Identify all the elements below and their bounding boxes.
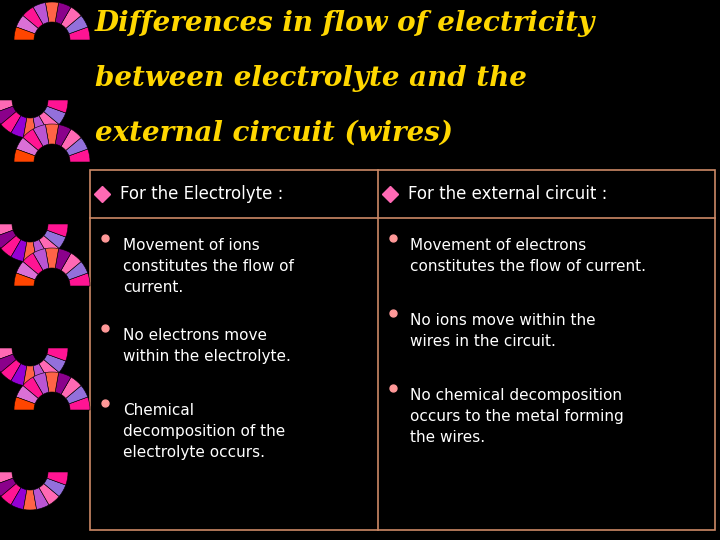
Wedge shape: [44, 354, 66, 373]
Wedge shape: [24, 366, 37, 386]
Text: No chemical decomposition
occurs to the metal forming
the wires.: No chemical decomposition occurs to the …: [410, 388, 624, 445]
Wedge shape: [45, 2, 58, 22]
Wedge shape: [14, 27, 35, 40]
Wedge shape: [14, 397, 35, 410]
Wedge shape: [69, 273, 90, 286]
Wedge shape: [11, 240, 27, 261]
Wedge shape: [24, 118, 37, 138]
Wedge shape: [33, 248, 49, 271]
Wedge shape: [47, 472, 68, 485]
Wedge shape: [1, 112, 21, 133]
Wedge shape: [69, 149, 90, 162]
Wedge shape: [45, 372, 58, 392]
Wedge shape: [1, 360, 21, 381]
Text: Movement of ions
constitutes the flow of
current.: Movement of ions constitutes the flow of…: [123, 238, 294, 295]
Wedge shape: [33, 3, 49, 24]
Wedge shape: [66, 261, 88, 280]
Wedge shape: [66, 386, 88, 404]
Wedge shape: [44, 230, 66, 248]
Wedge shape: [33, 125, 49, 146]
Wedge shape: [23, 129, 43, 151]
Wedge shape: [45, 248, 58, 268]
Wedge shape: [11, 116, 27, 137]
Wedge shape: [55, 248, 71, 271]
Wedge shape: [39, 112, 59, 133]
Wedge shape: [47, 100, 68, 113]
Wedge shape: [23, 7, 43, 29]
Text: For the external circuit :: For the external circuit :: [408, 185, 607, 203]
Wedge shape: [69, 27, 90, 40]
Wedge shape: [55, 3, 71, 24]
Wedge shape: [61, 377, 81, 399]
Wedge shape: [33, 488, 49, 509]
Wedge shape: [69, 397, 90, 410]
Wedge shape: [44, 478, 66, 496]
Wedge shape: [39, 360, 59, 381]
Wedge shape: [33, 373, 49, 394]
Wedge shape: [14, 273, 35, 286]
Wedge shape: [14, 149, 35, 162]
Wedge shape: [23, 253, 43, 274]
Wedge shape: [1, 235, 21, 257]
Bar: [90, 170, 715, 530]
Wedge shape: [0, 100, 13, 113]
Wedge shape: [0, 472, 13, 485]
Wedge shape: [33, 363, 49, 386]
Wedge shape: [61, 253, 81, 274]
Wedge shape: [23, 377, 43, 399]
Wedge shape: [0, 230, 17, 248]
Wedge shape: [17, 386, 38, 404]
Text: Differences in flow of electricity: Differences in flow of electricity: [95, 10, 595, 37]
Text: For the Electrolyte :: For the Electrolyte :: [120, 185, 284, 203]
Wedge shape: [66, 138, 88, 156]
Wedge shape: [55, 373, 71, 394]
Wedge shape: [33, 240, 49, 261]
Wedge shape: [11, 363, 27, 386]
Text: external circuit (wires): external circuit (wires): [95, 120, 453, 147]
Text: No electrons move
within the electrolyte.: No electrons move within the electrolyte…: [123, 328, 291, 364]
Wedge shape: [66, 16, 88, 34]
Wedge shape: [0, 478, 17, 496]
Wedge shape: [55, 125, 71, 146]
Wedge shape: [0, 354, 17, 373]
Wedge shape: [0, 106, 17, 124]
Wedge shape: [47, 348, 68, 361]
Wedge shape: [1, 484, 21, 505]
Wedge shape: [0, 224, 13, 237]
Wedge shape: [17, 138, 38, 156]
Wedge shape: [24, 490, 37, 510]
Wedge shape: [39, 484, 59, 505]
Wedge shape: [11, 488, 27, 509]
Wedge shape: [61, 7, 81, 29]
Wedge shape: [61, 129, 81, 151]
Wedge shape: [39, 235, 59, 257]
Wedge shape: [47, 224, 68, 237]
Text: Chemical
decomposition of the
electrolyte occurs.: Chemical decomposition of the electrolyt…: [123, 403, 285, 460]
Wedge shape: [0, 348, 13, 361]
Text: Movement of electrons
constitutes the flow of current.: Movement of electrons constitutes the fl…: [410, 238, 647, 274]
Wedge shape: [45, 124, 58, 144]
Text: No ions move within the
wires in the circuit.: No ions move within the wires in the cir…: [410, 313, 596, 349]
Wedge shape: [17, 16, 38, 34]
Wedge shape: [17, 261, 38, 280]
Text: between electrolyte and the: between electrolyte and the: [95, 65, 527, 92]
Wedge shape: [33, 116, 49, 137]
Wedge shape: [44, 106, 66, 124]
Wedge shape: [24, 242, 37, 262]
